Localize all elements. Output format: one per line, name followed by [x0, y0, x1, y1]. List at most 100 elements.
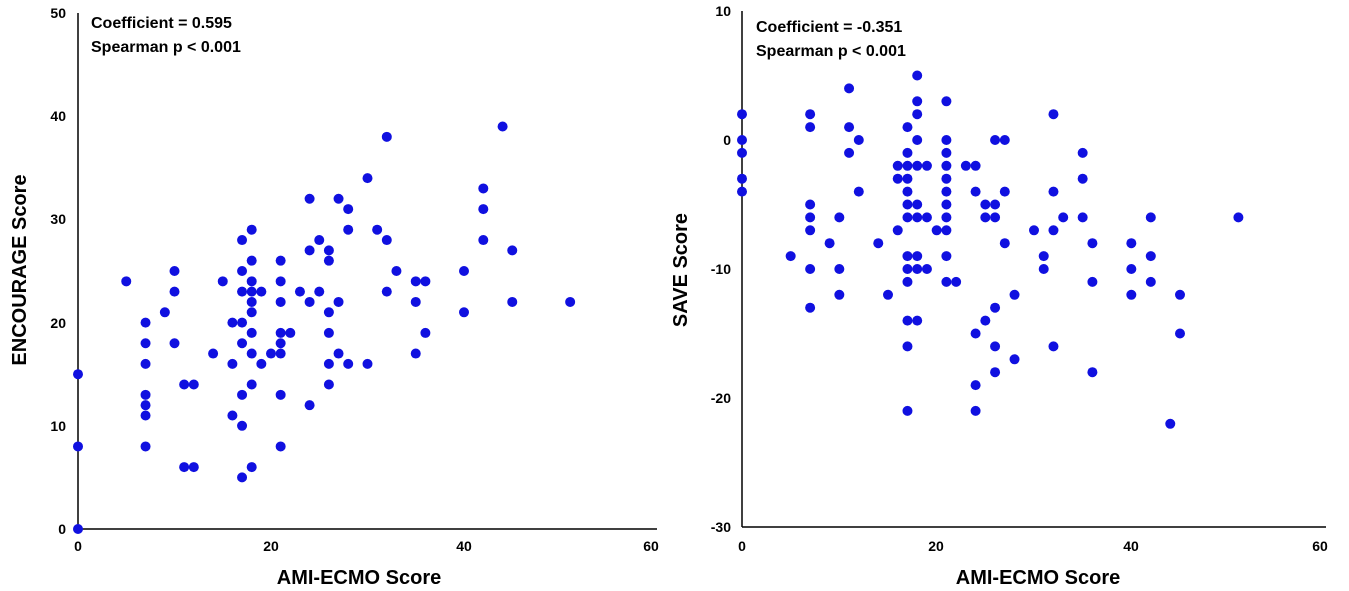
data-point	[304, 400, 315, 411]
data-point	[844, 83, 855, 94]
data-points	[737, 70, 1244, 429]
data-point	[314, 235, 325, 246]
data-point	[892, 160, 903, 171]
data-point	[844, 122, 855, 133]
data-point	[188, 379, 199, 390]
save-chart: -30 -20 -10 0 10 0 20 40 60 AMI-ECMO Sco…	[670, 3, 1328, 589]
data-point	[834, 289, 845, 300]
data-point	[227, 358, 238, 369]
data-point	[980, 199, 991, 210]
data-point	[999, 238, 1010, 249]
data-point	[159, 307, 170, 318]
data-point	[275, 389, 286, 400]
data-point	[737, 135, 747, 145]
data-point	[256, 358, 267, 369]
data-point	[237, 420, 248, 431]
p-value-annotation: Spearman p < 0.001	[756, 43, 906, 60]
data-point	[275, 348, 286, 359]
data-point	[459, 266, 469, 276]
data-point	[921, 212, 932, 223]
data-point	[902, 276, 913, 287]
data-point	[237, 389, 248, 400]
data-point	[410, 348, 421, 359]
data-point	[1126, 289, 1137, 300]
data-points	[73, 121, 576, 534]
data-point	[912, 315, 923, 326]
data-point	[999, 135, 1010, 145]
data-point	[381, 235, 392, 246]
data-point	[970, 380, 981, 391]
data-point	[805, 212, 816, 223]
data-point	[381, 286, 392, 297]
y-tick-label: -10	[711, 261, 731, 277]
x-tick-label: 40	[456, 538, 472, 554]
data-point	[169, 266, 180, 276]
data-point	[381, 131, 392, 142]
data-point	[73, 369, 83, 380]
data-point	[73, 441, 83, 452]
y-tick-label: 10	[715, 3, 731, 19]
data-point	[805, 264, 816, 274]
x-tick-label: 40	[1123, 538, 1139, 554]
data-point	[410, 276, 421, 287]
data-point	[912, 109, 923, 120]
data-point	[507, 296, 518, 307]
data-point	[246, 348, 257, 359]
x-axis-title: AMI-ECMO Score	[277, 567, 441, 589]
data-point	[941, 276, 952, 287]
x-tick-label: 20	[263, 538, 279, 554]
y-tick-label: 20	[50, 315, 66, 331]
data-point	[169, 338, 180, 349]
data-point	[285, 327, 296, 338]
data-point	[902, 173, 913, 184]
data-point	[873, 238, 884, 249]
data-point	[1233, 212, 1244, 223]
data-point	[478, 235, 489, 246]
data-point	[246, 224, 257, 235]
y-tick-label: 50	[50, 5, 66, 21]
p-value-annotation: Spearman p < 0.001	[91, 39, 241, 56]
y-tick-label: 0	[723, 132, 731, 148]
data-point	[420, 276, 431, 287]
data-point	[343, 204, 354, 215]
data-point	[902, 251, 913, 262]
data-point	[362, 358, 373, 369]
data-point	[990, 302, 1001, 313]
data-point	[941, 135, 952, 145]
data-point	[1087, 276, 1098, 287]
data-point	[902, 405, 913, 416]
coefficient-annotation: Coefficient = 0.595	[91, 15, 232, 32]
data-point	[304, 193, 315, 204]
data-point	[246, 462, 257, 473]
data-point	[304, 296, 315, 307]
data-point	[1145, 251, 1156, 262]
data-point	[246, 379, 257, 390]
x-tick-label: 0	[74, 538, 82, 554]
data-point	[333, 193, 344, 204]
data-point	[912, 212, 923, 223]
data-point	[246, 255, 257, 266]
y-tick-label: 10	[50, 418, 66, 434]
data-point	[294, 286, 305, 297]
data-point	[853, 135, 864, 145]
data-point	[970, 160, 981, 171]
data-point	[372, 224, 383, 235]
data-point	[333, 296, 344, 307]
data-point	[941, 199, 952, 210]
data-point	[169, 286, 180, 297]
data-point	[1087, 238, 1098, 249]
data-point	[921, 264, 932, 274]
data-point	[902, 199, 913, 210]
data-point	[1058, 212, 1069, 223]
data-point	[246, 307, 257, 318]
data-point	[1009, 354, 1020, 365]
data-point	[246, 276, 257, 287]
data-point	[420, 327, 431, 338]
data-point	[941, 186, 952, 197]
data-point	[140, 338, 151, 349]
data-point	[246, 286, 257, 297]
data-point	[912, 199, 923, 210]
data-point	[844, 147, 855, 158]
data-point	[737, 186, 747, 197]
data-point	[275, 296, 286, 307]
